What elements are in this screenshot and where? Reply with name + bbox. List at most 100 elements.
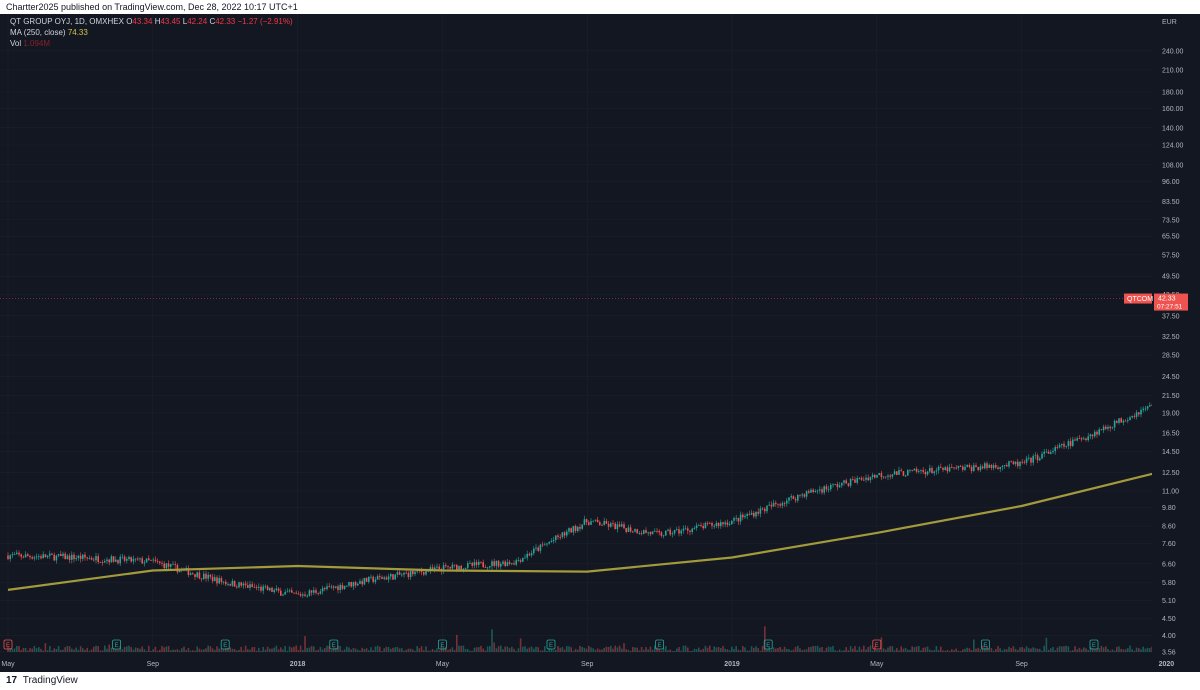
candle-body [893,471,896,475]
candle-body [610,523,612,527]
volume-bar [238,649,240,652]
y-tick-label: 21.50 [1162,393,1180,400]
volume-bar [737,649,740,652]
volume-bar [929,649,931,652]
candle-body [647,532,649,533]
volume-bar [689,650,691,652]
candle-body [1047,451,1050,454]
volume-bar [623,643,625,652]
volume-bar [790,650,792,652]
candle-body [205,573,207,579]
volume-bar [777,647,779,652]
volume-bar [216,646,218,652]
volume-bar [480,645,482,652]
candle-body [783,503,786,504]
candle-body [216,577,218,584]
volume-bar [827,646,830,652]
volume-bar [335,647,337,652]
candle-body [924,471,927,475]
candle-body [546,543,548,545]
candle-body [1094,431,1096,437]
volume-bar [662,648,665,652]
volume-bar [508,648,511,652]
volume-bar [1078,647,1081,652]
earnings-marker-box [546,639,556,650]
volume-bar [1065,645,1067,652]
publish-header: Chartter2025 published on TradingView.co… [0,0,1200,14]
volume-bar [491,629,493,652]
x-tick-label: May [1,661,15,668]
volume-bar [713,646,715,652]
earnings-marker-icon: E [220,639,230,650]
volume-bar [779,646,781,652]
volume-bar [308,647,311,652]
candle-body [266,586,269,591]
x-tick-label: 2019 [724,661,740,668]
earnings-markers[interactable]: EEEEEEEEEEEEEEEEEEEEEEEE [3,639,1200,650]
volume-bar [999,648,1001,652]
candle-body [1023,461,1026,463]
volume-bar [513,648,515,652]
candle-body [328,586,330,588]
volume-bar [788,649,790,652]
volume-bar [858,646,861,652]
price-axis[interactable] [1152,14,1200,672]
volume-bar [647,649,649,652]
volume-bar [170,650,172,652]
candle-body [126,559,128,561]
candle-body [651,531,654,535]
candle-body [139,558,141,560]
volume-bar [926,646,929,652]
volume-bar [167,646,170,652]
candle-body [645,530,647,533]
candle-body [779,504,781,506]
candle-body [112,556,115,562]
candle-body [64,553,66,560]
volume-bar [1047,649,1050,652]
volume-bar [339,645,341,652]
candle-body [1032,456,1034,463]
candle-body [957,466,960,468]
candle-body [436,566,438,568]
candle-body [132,558,135,562]
volume-bar [143,649,146,652]
volume-bar [955,648,957,652]
candle-body [361,581,363,585]
candle-body [469,563,471,564]
volume-bar [957,650,960,652]
volume-bar [370,647,372,652]
volume-bar [673,650,676,652]
volume-bar [229,647,231,652]
candle-body [297,593,300,595]
volume-bar [962,649,964,652]
volume-bar [304,636,306,652]
candle-body [735,517,737,519]
candle-body [709,522,711,524]
volume-bar [249,649,251,652]
candle-body [247,585,249,588]
volume-bar [810,646,812,652]
volume-bar [321,649,324,652]
candle-body [577,526,579,532]
volume-bar [90,649,93,652]
candle-body [1124,420,1127,422]
volume-bar [211,648,214,652]
candle-body [680,530,682,534]
candle-body [988,464,990,468]
volume-bar [634,647,636,652]
volume-bar [775,648,777,652]
candle-body [350,582,352,587]
volume-bar [374,646,377,652]
volume-bar [141,646,143,652]
volume-bar [814,646,817,652]
candle-body [742,514,744,518]
chart-area[interactable]: EEEEEEEEEEEEEEEEEEEEEEEE EUR 240.00210.0… [0,14,1200,672]
candle-body [262,586,264,591]
y-tick-label: 49.50 [1162,274,1180,281]
chart-svg[interactable]: EEEEEEEEEEEEEEEEEEEEEEEE EUR 240.00210.0… [0,14,1200,672]
candle-body [187,567,190,575]
volume-bar [979,649,982,652]
candle-body [73,554,75,560]
candle-body [376,576,379,580]
volume-bar [86,647,88,652]
